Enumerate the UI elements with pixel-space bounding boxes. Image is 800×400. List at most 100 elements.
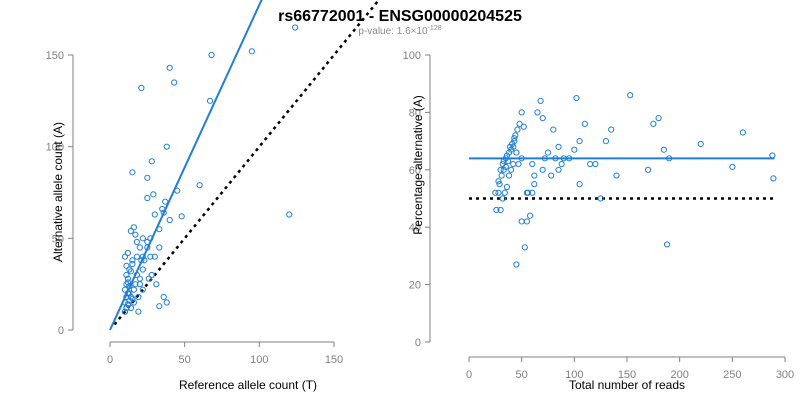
right-data-point [498,172,505,179]
left-data-point [133,238,140,246]
right-x-axis-label: Total number of reads [569,378,685,392]
right-data-point [550,126,557,133]
left-data-point [148,271,155,279]
p-value-exponent: -128 [428,25,442,32]
left-data-point [132,231,139,238]
right-data-point [531,172,538,179]
right-data-point [544,149,552,156]
right-data-point [508,166,515,173]
right-x-tick-label: 50 [516,369,528,381]
left-data-point [127,268,135,275]
left-data-point [166,216,173,224]
left-data-point [139,253,146,260]
right-data-point [558,160,565,168]
left-data-point [126,282,133,290]
right-data-point [515,160,522,168]
left-data-point [166,64,173,71]
left-data-point [151,211,158,218]
left-data-point [162,198,169,205]
left-data-point [159,205,166,213]
left-data-point [171,79,178,86]
right-data-point [529,160,536,168]
right-data-point [518,218,525,225]
chart-title: rs66772001 - ENSG00000204525 [278,8,522,25]
right-data-point [513,261,520,268]
left-data-point [156,226,163,233]
right-data-point [769,152,776,159]
right-y-tick-label: 20 [409,280,421,292]
right-y-tick-label: 40 [409,222,421,234]
right-data-point [492,189,499,196]
left-data-point [141,257,148,264]
left-data-point [123,271,130,279]
right-data-point [555,143,562,150]
right-data-point [729,163,736,171]
right-data-point [548,172,555,179]
right-points [492,92,777,268]
left-data-point [208,51,215,59]
right-data-point [541,155,548,162]
left-data-point [139,235,146,242]
right-data-point [597,195,604,202]
right-data-point [518,155,525,162]
right-data-point [505,172,513,179]
left-data-point [130,286,137,293]
p-value-subtitle: p-value: 1.6×10-128 [358,25,441,37]
right-data-point [655,115,662,122]
left-data-point [135,308,142,315]
left-data-point [124,249,132,257]
left-data-point [151,253,158,260]
left-data-point [136,244,143,251]
right-x-tick-label: 150 [618,369,636,381]
right-data-point [660,146,667,153]
left-data-point [132,281,139,288]
left-data-point [130,224,137,231]
right-data-point [499,195,506,202]
right-data-point [524,189,532,196]
right-data-point [497,166,504,173]
left-lines [109,0,381,331]
left-y-tick-label: 100 [46,142,64,154]
left-data-point [124,279,132,286]
right-data-point [531,181,538,188]
right-data-point [496,181,503,188]
left-data-point [138,84,145,92]
right-data-point [565,155,573,162]
right-data-point [495,178,502,185]
left-data-point [138,257,145,264]
left-data-point [127,304,135,312]
right-data-point [644,166,652,173]
right-data-point [514,126,521,133]
left-data-point [126,266,133,273]
right-data-point [666,155,673,162]
right-data-point [697,140,704,148]
right-data-point [770,175,777,182]
left-data-point [124,301,132,308]
left-data-point [139,266,146,273]
right-data-point [602,138,610,145]
right-data-point [587,160,594,168]
left-x-tick-label: 150 [325,354,343,366]
right-data-point [581,120,588,127]
right-data-point [511,135,518,142]
left-data-point [123,293,130,301]
left-data-point [139,286,146,293]
right-data-point [537,97,544,105]
right-data-point [510,160,517,168]
right-data-point [510,143,517,150]
right-x-tick-label: 100 [565,369,583,381]
left-data-point [148,158,155,165]
right-data-point [608,126,615,133]
right-data-point [576,138,583,145]
left-data-point [127,227,135,235]
left-y-tick-label: 150 [46,50,64,62]
left-data-point [124,290,132,297]
right-data-point [627,92,634,99]
left-data-point [147,235,154,242]
right-data-point [555,166,562,173]
right-data-point [523,218,531,225]
right-data-point [504,158,512,165]
left-x-tick-label: 100 [250,354,268,366]
left-data-point [136,275,143,282]
right-data-point [539,166,546,173]
